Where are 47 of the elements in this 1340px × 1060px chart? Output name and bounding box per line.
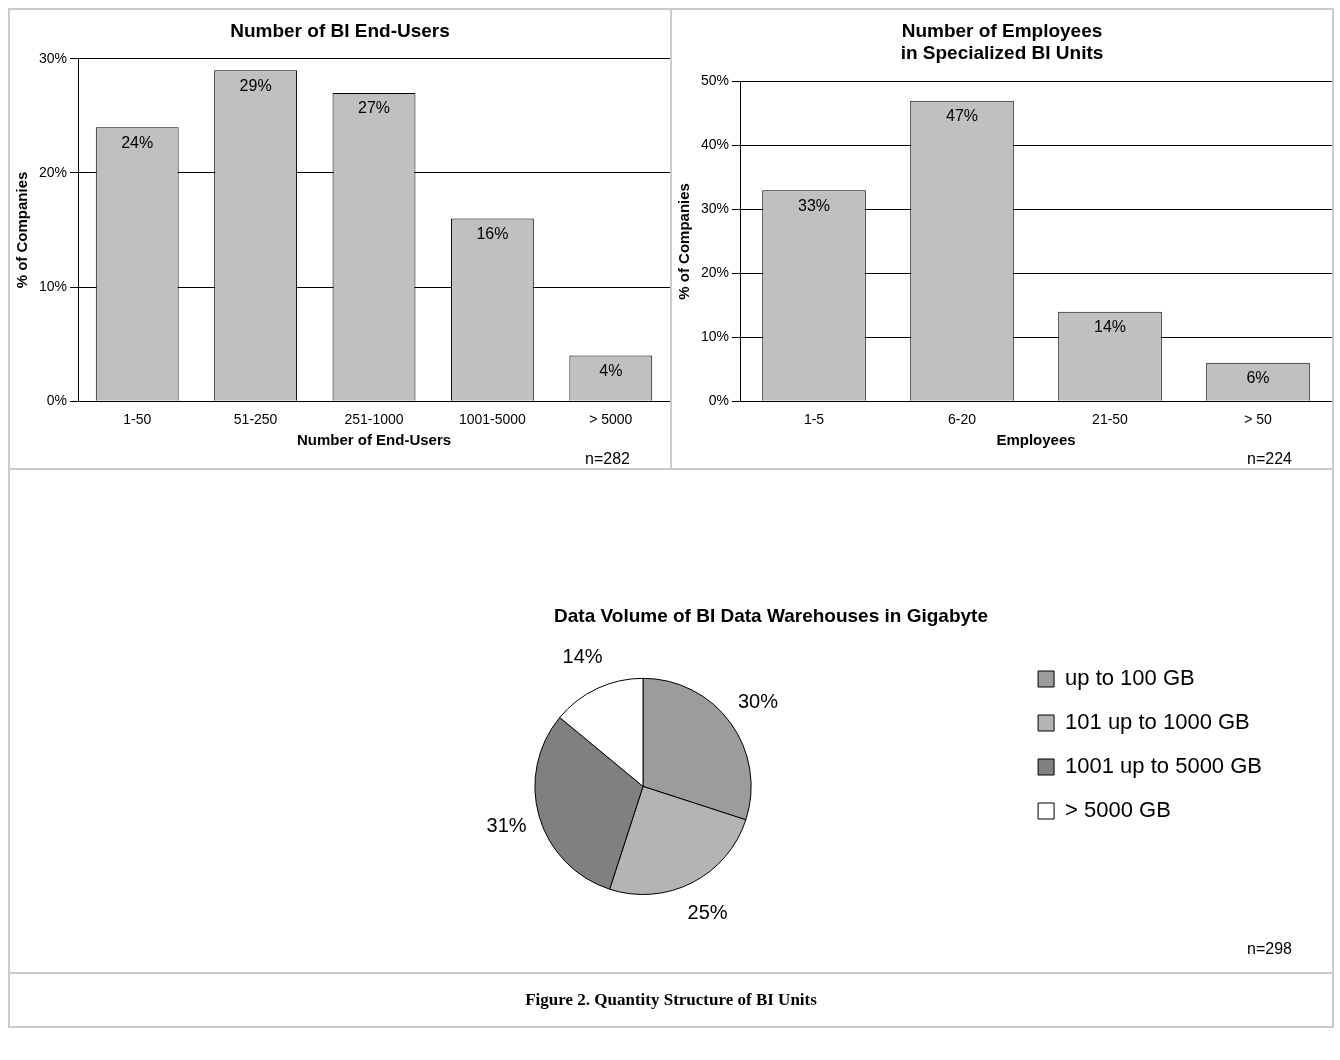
x-tick-label: > 50 <box>1244 411 1273 428</box>
y-tick-label: 10% <box>38 277 68 294</box>
text: n=282 <box>584 450 631 468</box>
y-axis-title: % of Companies <box>13 171 31 289</box>
data-label: 14% <box>1093 318 1127 336</box>
data-label: 27% <box>357 99 391 117</box>
x-tick-label: 251-1000 <box>344 411 404 428</box>
x-axis-title: Number of End-Users <box>296 431 452 449</box>
chart-title: Number of BI End-Users <box>230 19 450 41</box>
y-tick-label: 20% <box>38 163 68 180</box>
x-tick-label: 1001-5000 <box>458 411 527 428</box>
data-label: 6% <box>1246 369 1270 387</box>
y-tick-label: 40% <box>700 136 730 153</box>
y-tick-label: 0% <box>46 392 68 409</box>
chart-title: Number of Employees in Specialized BI Units <box>900 19 1104 64</box>
data-label: 14% <box>562 645 603 668</box>
chart-title: Data Volume of BI Data Warehouses in Gigabyte <box>554 604 988 626</box>
y-tick-label: 50% <box>700 72 730 89</box>
data-label: 16% <box>476 224 509 242</box>
data-label: 33% <box>798 196 831 214</box>
data-label: 29% <box>239 76 272 94</box>
data-label: 31% <box>486 813 527 836</box>
text: n=298 <box>1246 940 1293 958</box>
data-label: 24% <box>121 133 154 151</box>
x-tick-label: 1-5 <box>803 411 825 428</box>
x-axis-title: Employees <box>996 431 1076 449</box>
data-label: 30% <box>737 690 779 713</box>
data-label: 4% <box>599 361 623 379</box>
legend-label: 101 up to 1000 GB <box>1065 709 1250 735</box>
legend-label: > 5000 GB <box>1065 797 1171 823</box>
legend-label: up to 100 GB <box>1065 665 1195 691</box>
x-tick-label: 21-50 <box>1092 411 1129 428</box>
y-tick-label: 0% <box>708 392 730 409</box>
y-tick-label: 10% <box>700 328 730 345</box>
caption: Figure 2. Quantity Structure of BI Units <box>10 972 1332 1026</box>
x-tick-label: > 5000 <box>589 411 633 428</box>
legend-label: 1001 up to 5000 GB <box>1065 753 1262 779</box>
data-label: 25% <box>687 900 728 923</box>
x-tick-label: 1-50 <box>123 411 152 428</box>
data-label: 47% <box>946 107 979 125</box>
x-tick-label: 51-250 <box>233 411 278 428</box>
y-axis-title: % of Companies <box>675 183 693 300</box>
y-tick-label: 20% <box>700 264 730 281</box>
y-tick-label: 30% <box>38 49 68 66</box>
y-tick-label: 30% <box>700 200 730 217</box>
text: n=224 <box>1246 450 1293 468</box>
x-tick-label: 6-20 <box>948 411 977 428</box>
